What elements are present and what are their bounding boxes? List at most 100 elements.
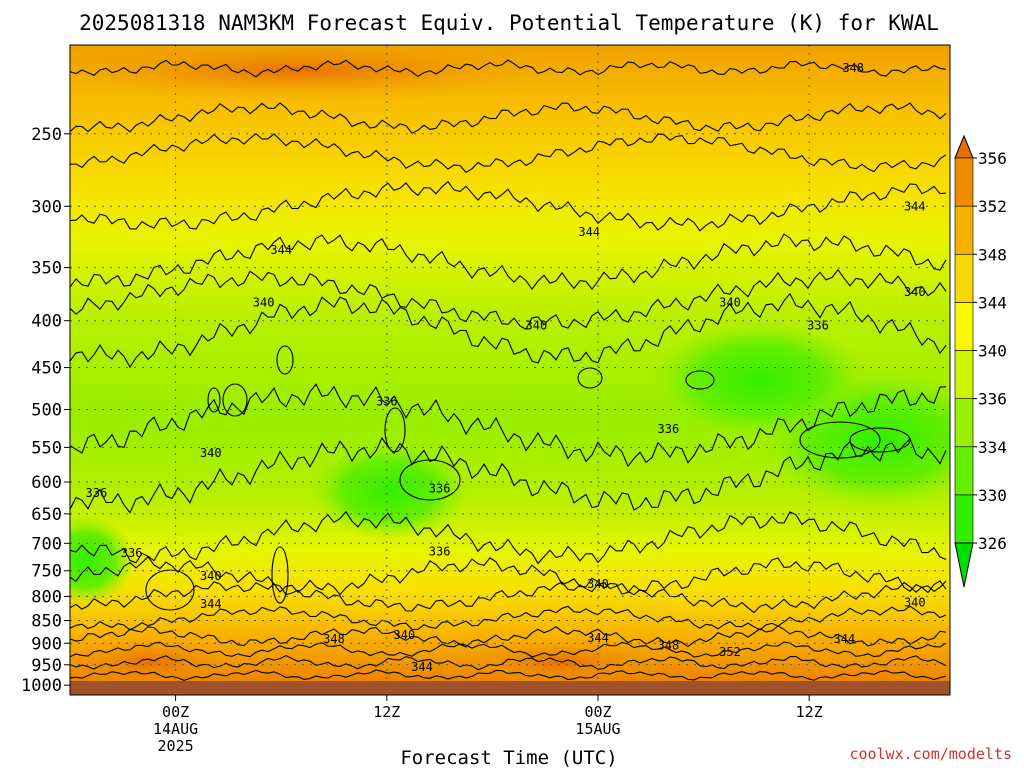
contour-label: 340 <box>200 569 222 583</box>
contour-closed <box>276 345 294 375</box>
contour-label: 352 <box>719 645 741 659</box>
contour-label: 340 <box>719 295 741 309</box>
colorbar-label: 344 <box>978 293 1007 312</box>
contour-label: 336 <box>121 546 143 560</box>
contour-closed <box>685 370 715 390</box>
contour-label: 336 <box>807 319 829 333</box>
contour-line <box>70 605 947 631</box>
plot-area: 348 344 344 344 340 340 340 340 336 336 336 340 336 3… <box>70 45 950 695</box>
contour-lines <box>70 59 947 681</box>
contour-label: 344 <box>200 597 222 611</box>
contour-closed <box>399 459 461 501</box>
colorbar-segment <box>954 205 974 255</box>
y-tick-label: 300 <box>31 197 62 217</box>
colorbar-segment <box>954 350 974 399</box>
contour-line <box>70 510 947 565</box>
colorbar-bottom-extend <box>954 542 974 588</box>
y-tick-label: 1000 <box>21 676 62 696</box>
contour-label: 344 <box>270 243 292 257</box>
colorbar-label: 326 <box>978 534 1007 553</box>
colorbar-segment <box>954 398 974 448</box>
colorbar-label: 334 <box>978 438 1007 457</box>
high-theta-e-region <box>70 45 560 100</box>
ground-layer <box>70 681 950 695</box>
contour-label: 340 <box>587 577 609 591</box>
contour-line <box>70 383 947 468</box>
y-tick-label: 500 <box>31 400 62 420</box>
contour-label: 336 <box>376 394 398 408</box>
x-tick-label: 00Z <box>162 703 189 721</box>
contour-line <box>70 625 947 648</box>
x-tick-label: 2025 <box>158 737 194 755</box>
colorbar-segment <box>954 253 974 303</box>
contour-closed <box>799 421 881 459</box>
y-tick-label: 600 <box>31 473 62 493</box>
colorbar-segment <box>954 446 974 496</box>
low-theta-e-region <box>650 320 870 440</box>
contour-closed <box>222 383 248 417</box>
contour-closed <box>849 427 911 453</box>
contour-closed <box>384 407 406 453</box>
contour-label: 344 <box>904 199 926 213</box>
contour-line <box>70 102 947 134</box>
colorbar-label: 340 <box>978 342 1007 361</box>
colorbar-label: 336 <box>978 390 1007 409</box>
y-tick-label: 350 <box>31 259 62 279</box>
contour-line <box>70 233 947 291</box>
y-tick-label: 250 <box>31 125 62 145</box>
x-axis-label: Forecast Time (UTC) <box>400 747 617 768</box>
contour-line <box>70 436 947 514</box>
contour-label: 344 <box>411 660 433 674</box>
contour-label: 344 <box>587 631 609 645</box>
contour-line <box>70 59 947 78</box>
y-tick-label: 450 <box>31 359 62 379</box>
colorbar-label: 348 <box>978 245 1007 264</box>
contour-label: 336 <box>429 545 451 559</box>
y-tick-label: 850 <box>31 612 62 632</box>
colorbar-top-extend <box>954 134 974 159</box>
contour-label: 340 <box>394 628 416 642</box>
y-tick-label: 650 <box>31 505 62 525</box>
contour-line <box>70 268 947 330</box>
contour-line <box>70 641 947 658</box>
contour-label: 344 <box>578 225 600 239</box>
x-tick-label: 12Z <box>373 703 400 721</box>
contour-label: 340 <box>526 319 548 333</box>
colorbar-segment <box>954 302 974 351</box>
y-tick-label: 400 <box>31 312 62 332</box>
x-tick-label: 15AUG <box>575 720 620 738</box>
x-tick-label: 12Z <box>796 703 823 721</box>
y-tick-label: 700 <box>31 534 62 554</box>
x-tick-label: 00Z <box>584 703 611 721</box>
colorbar-label: 330 <box>978 486 1007 505</box>
colorbar-label: 356 <box>978 149 1007 168</box>
chart-title: 2025081318 NAM3KM Forecast Equiv. Potent… <box>79 11 939 35</box>
low-theta-e-region <box>310 440 470 540</box>
contour-line <box>70 132 947 174</box>
colorbar-segment <box>954 494 974 544</box>
contour-label: 348 <box>658 638 680 652</box>
contour-label: 344 <box>834 632 856 646</box>
contour-label: 340 <box>904 285 926 299</box>
x-tick-label: 14AUG <box>153 720 198 738</box>
y-tick-label: 800 <box>31 587 62 607</box>
contour-closed <box>145 569 195 611</box>
contour-closed <box>207 387 221 413</box>
high-theta-e-region <box>70 636 240 688</box>
contour-label: 348 <box>323 632 345 646</box>
contour-line <box>70 555 947 596</box>
y-tick-label: 950 <box>31 656 62 676</box>
credit-text: coolwx.com/modelts <box>849 745 1012 763</box>
contour-line <box>70 669 947 681</box>
colorbar-segment <box>954 157 974 207</box>
y-axis: 2503003504004505005506006507007508008509… <box>21 125 70 696</box>
contour-line <box>70 654 947 671</box>
plot-frame <box>69 44 951 696</box>
contour-label: 336 <box>429 482 451 496</box>
contour-line <box>70 180 947 232</box>
colorbar: 326 330 334 336 340 344 348 352 356 <box>954 134 1007 588</box>
y-tick-label: 550 <box>31 438 62 458</box>
contour-label: 336 <box>658 422 680 436</box>
